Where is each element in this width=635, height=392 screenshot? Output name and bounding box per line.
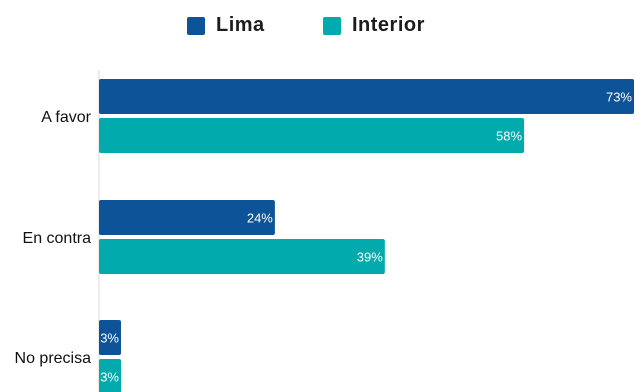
data-label: 3% <box>100 370 119 385</box>
data-label: 24% <box>247 211 273 226</box>
legend-item-interior: Interior <box>323 14 425 37</box>
bar-interior <box>99 118 525 153</box>
legend-label-interior: Interior <box>352 14 425 36</box>
category-label: En contra <box>23 230 92 247</box>
legend-label-lima: Lima <box>216 14 265 36</box>
category-label: No precisa <box>15 350 92 367</box>
data-label: 73% <box>606 90 632 105</box>
bar-lima <box>99 320 121 355</box>
legend-swatch-lima <box>187 16 205 35</box>
legend-swatch-interior <box>323 16 341 35</box>
bar-lima <box>99 79 634 114</box>
bar-lima <box>99 200 275 235</box>
legend-item-lima: Lima <box>187 14 265 37</box>
data-label: 39% <box>357 250 383 265</box>
legend: Lima Interior <box>0 14 635 44</box>
data-label: 58% <box>496 129 522 144</box>
bar-interior <box>99 359 121 392</box>
bar-interior <box>99 239 385 274</box>
data-label: 3% <box>100 331 119 346</box>
category-label: A favor <box>41 109 91 126</box>
